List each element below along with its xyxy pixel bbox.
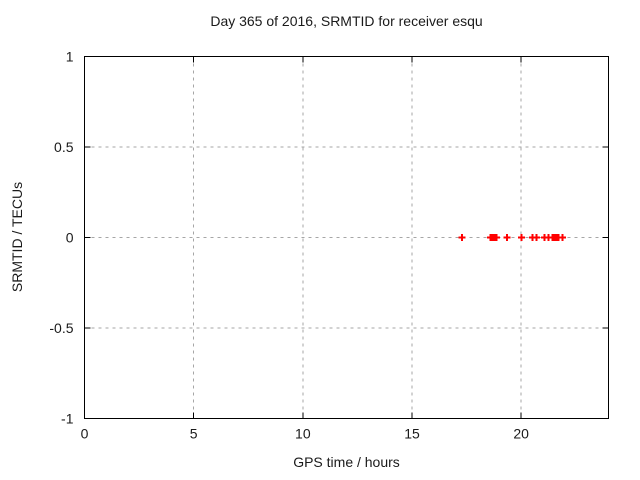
data-point-marker [533,234,541,241]
x-tick-label: 5 [190,426,198,442]
y-tick-label: 0 [66,230,74,246]
data-point-marker [518,234,526,241]
x-tick-label: 10 [295,426,311,442]
y-tick-label: -0.5 [49,320,73,336]
x-tick-label: 20 [513,426,529,442]
data-point-marker [458,234,466,241]
x-tick-label: 0 [81,426,89,442]
data-point-marker [493,234,501,241]
chart-title: Day 365 of 2016, SRMTID for receiver esq… [210,13,483,29]
data-point-marker [503,234,511,241]
data-point-marker [559,234,567,241]
y-tick-label: 1 [66,49,74,65]
x-tick-label: 15 [404,426,420,442]
x-axis-label: GPS time / hours [293,454,400,470]
y-tick-label: 0.5 [54,139,74,155]
y-tick-label: -1 [61,411,74,427]
